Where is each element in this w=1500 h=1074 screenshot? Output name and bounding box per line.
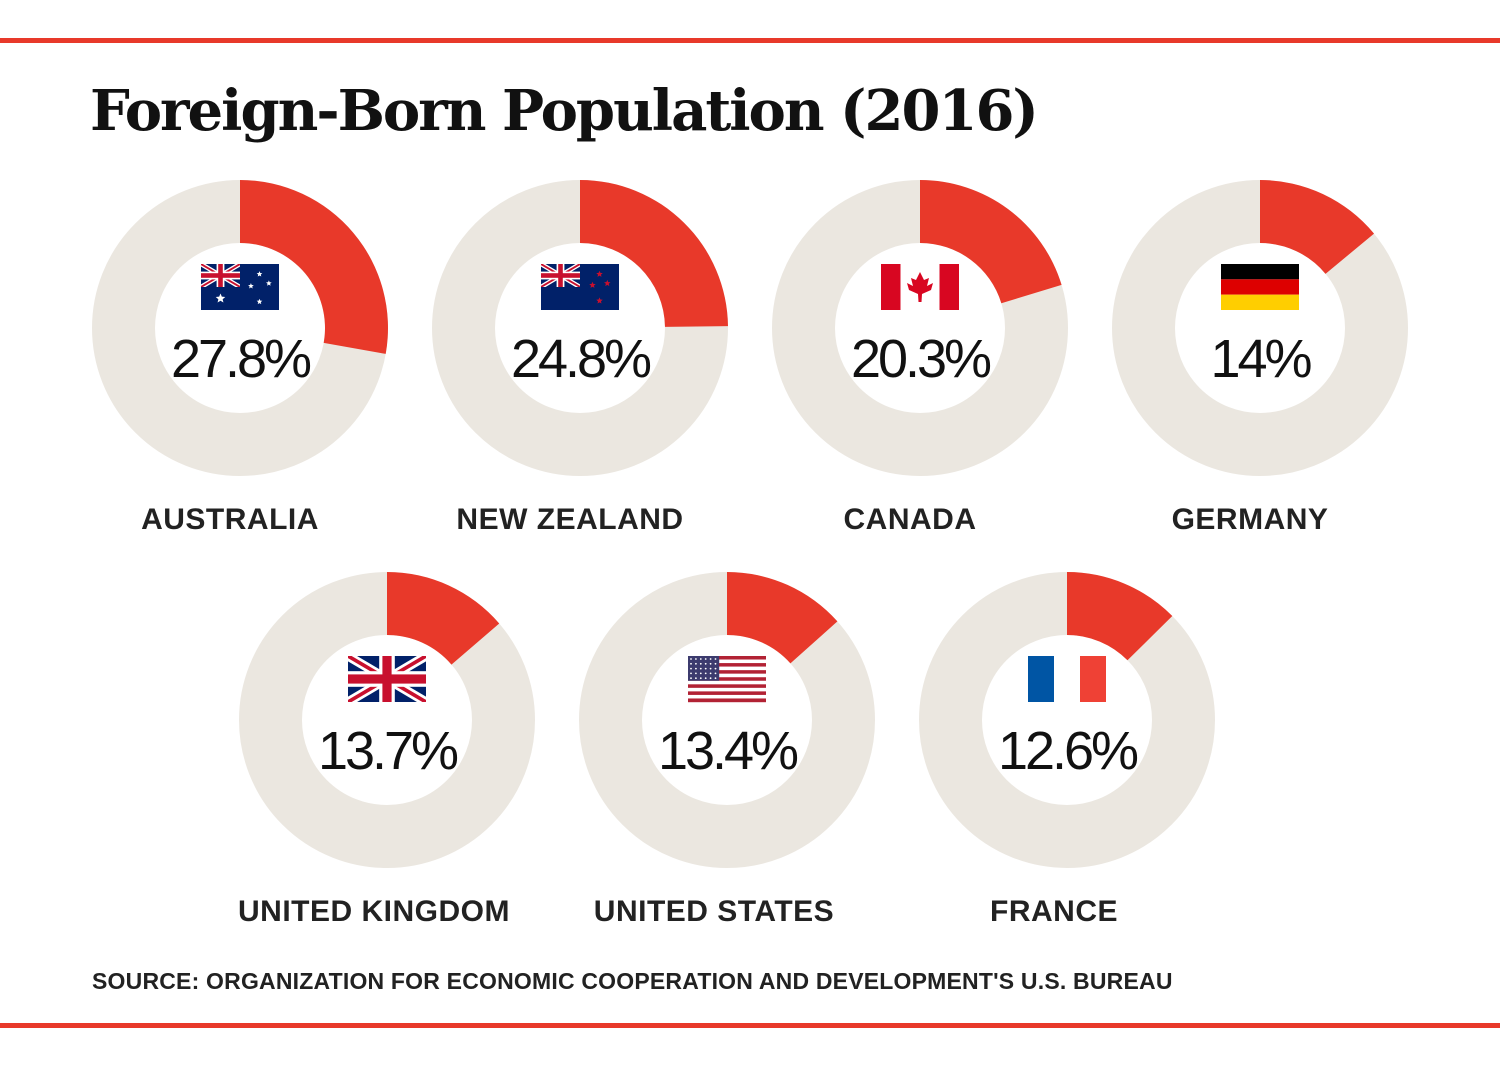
donut-segment-germany <box>1260 180 1375 274</box>
country-label-united-states: UNITED STATES <box>594 895 834 928</box>
donut-segment-france <box>1067 572 1173 661</box>
donut-united-states <box>579 572 875 868</box>
donut-canada <box>772 180 1068 476</box>
country-label-australia: AUSTRALIA <box>141 503 319 536</box>
source-note: SOURCE: ORGANIZATION FOR ECONOMIC COOPER… <box>92 968 1173 994</box>
country-label-united-kingdom: UNITED KINGDOM <box>238 895 510 928</box>
value-label-germany: 14% <box>1210 329 1311 389</box>
top-rule <box>0 38 1500 43</box>
value-label-new-zealand: 24.8% <box>511 329 651 389</box>
donut-segment-canada <box>920 180 1062 304</box>
donut-segment-new-zealand <box>580 180 728 327</box>
value-label-france: 12.6% <box>998 721 1138 781</box>
value-label-australia: 27.8% <box>171 329 311 389</box>
donut-segment-united-kingdom <box>387 572 500 665</box>
donut-segment-united-states <box>727 572 838 664</box>
value-label-united-kingdom: 13.7% <box>318 721 458 781</box>
country-label-germany: GERMANY <box>1172 503 1329 536</box>
donut-australia <box>92 180 388 476</box>
donut-united-kingdom <box>239 572 535 868</box>
new-zealand-flag-icon <box>541 264 619 310</box>
donut-new-zealand <box>432 180 728 476</box>
france-flag-icon <box>1028 656 1106 702</box>
donut-segment-australia <box>240 180 388 354</box>
country-label-new-zealand: NEW ZEALAND <box>456 503 683 536</box>
donut-france <box>919 572 1215 868</box>
canada-flag-icon <box>881 264 959 310</box>
chart-title: Foreign-Born Population (2016) <box>90 78 1039 144</box>
bottom-rule <box>0 1023 1500 1028</box>
australia-flag-icon <box>201 264 279 310</box>
value-label-canada: 20.3% <box>851 329 991 389</box>
country-label-france: FRANCE <box>990 895 1118 928</box>
country-label-canada: CANADA <box>844 503 977 536</box>
donut-germany <box>1112 180 1408 476</box>
value-label-united-states: 13.4% <box>658 721 798 781</box>
united-kingdom-flag-icon <box>348 656 426 702</box>
united-states-flag-icon <box>688 656 766 703</box>
germany-flag-icon <box>1221 264 1299 310</box>
